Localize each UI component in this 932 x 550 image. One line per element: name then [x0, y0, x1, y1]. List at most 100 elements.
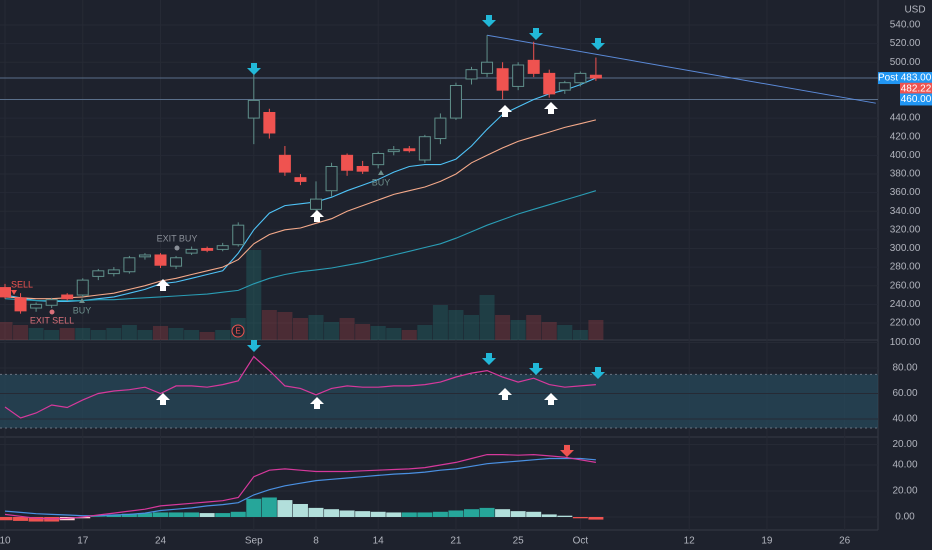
histogram-bar — [28, 516, 44, 522]
candle-body — [201, 247, 214, 251]
annotation-arrow — [482, 353, 496, 365]
volume-bar — [106, 328, 122, 340]
volume-bar — [261, 310, 277, 340]
histogram-bar — [153, 512, 168, 517]
candle-body — [61, 294, 74, 300]
x-tick-label: 19 — [761, 536, 773, 547]
candle-body — [325, 166, 338, 192]
volume-bar — [448, 310, 464, 340]
volume-bar — [432, 305, 448, 340]
candle-body — [216, 245, 229, 250]
histogram-bar — [121, 513, 137, 517]
annotation-arrow — [310, 210, 324, 222]
y-tick-label: 40.00 — [892, 414, 917, 425]
candle-body — [185, 248, 198, 254]
price-tag — [878, 72, 932, 85]
candle-body — [294, 177, 307, 182]
x-tick-label: 24 — [155, 536, 167, 547]
x-tick-label: 26 — [839, 536, 851, 547]
histogram-bar — [432, 511, 448, 517]
x-tick-label: 25 — [513, 536, 525, 547]
histogram-bar — [339, 510, 355, 517]
candle-body — [30, 303, 43, 309]
histogram-bar — [588, 516, 604, 520]
volume-bar — [464, 315, 479, 340]
volume-bar — [246, 250, 262, 340]
candle-body — [0, 287, 11, 298]
candle-body — [527, 59, 540, 74]
x-tick-label: 10 — [0, 536, 11, 547]
price-tag-label: 460.00 — [901, 94, 932, 105]
signal-label: EXIT BUY — [157, 233, 198, 243]
x-tick-label: 21 — [450, 536, 462, 547]
histogram-bar — [261, 497, 277, 517]
volume-bar — [401, 330, 417, 340]
y-tick-label: 40.00 — [892, 460, 917, 471]
candle-body — [263, 111, 276, 134]
candle-body — [138, 254, 151, 258]
candle-body — [403, 148, 416, 152]
volume-bar — [75, 328, 91, 340]
x-tick-label: Sep — [245, 536, 263, 547]
y-tick-label: 300.00 — [890, 243, 921, 254]
price-tag-label: 483.00 — [901, 73, 932, 84]
candle-body — [372, 152, 385, 166]
y-tick-label: 240.00 — [890, 299, 921, 310]
y-tick-label: 360.00 — [890, 187, 921, 198]
histogram-bar — [541, 514, 557, 517]
histogram-bar — [324, 509, 340, 517]
histogram-bar — [386, 512, 402, 517]
y-tick-label: 280.00 — [890, 262, 921, 273]
candle-body — [418, 136, 431, 161]
volume-bar — [370, 326, 386, 340]
macd-line — [4, 453, 596, 520]
volume-bar — [90, 330, 106, 340]
price-tag — [900, 93, 932, 106]
annotation-arrow — [529, 28, 543, 40]
last-price-label: 482.22 — [901, 83, 932, 94]
candle-body — [465, 69, 478, 80]
rsi-line — [4, 355, 596, 419]
signal-marker — [378, 170, 384, 175]
y-tick-label: 100.00 — [890, 337, 921, 348]
y-tick-label: 80.00 — [892, 363, 917, 374]
histogram-bar — [106, 515, 122, 517]
annotation-arrow — [247, 63, 261, 75]
annotation-arrow — [498, 105, 512, 117]
earnings-label: E — [235, 327, 240, 336]
signal-label: EXIT SELL — [30, 315, 74, 325]
candle-body — [512, 64, 525, 87]
candle-body — [574, 72, 587, 84]
candle-body — [434, 117, 447, 140]
volume-bar — [541, 322, 557, 340]
histogram-bar — [137, 513, 153, 517]
x-tick-label: 14 — [373, 536, 385, 547]
y-tick-label: 500.00 — [890, 57, 921, 68]
histogram-bar — [495, 509, 511, 517]
volume-bar — [510, 320, 526, 340]
signal-marker — [174, 245, 180, 251]
histogram-bar — [526, 511, 542, 517]
volume-bar — [495, 315, 511, 340]
histogram-bar — [510, 511, 526, 517]
y-tick-label: 260.00 — [890, 280, 921, 291]
volume-bar — [0, 322, 13, 340]
signal-line — [4, 457, 596, 517]
volume-bar — [44, 330, 60, 340]
histogram-bar — [230, 511, 246, 517]
histogram-bar — [572, 516, 588, 519]
y-tick-label: 320.00 — [890, 224, 921, 235]
annotation-arrow — [156, 279, 170, 291]
y-tick-label: 60.00 — [892, 388, 917, 399]
candle-body — [45, 299, 58, 306]
y-tick-label: 540.00 — [890, 20, 921, 31]
volume-bar — [355, 324, 371, 340]
moving-average — [4, 77, 597, 303]
histogram-bar — [246, 498, 262, 517]
candle-body — [247, 99, 260, 119]
last-price-tag — [900, 82, 932, 95]
histogram-bar — [0, 516, 13, 521]
annotation-arrow — [247, 340, 261, 352]
